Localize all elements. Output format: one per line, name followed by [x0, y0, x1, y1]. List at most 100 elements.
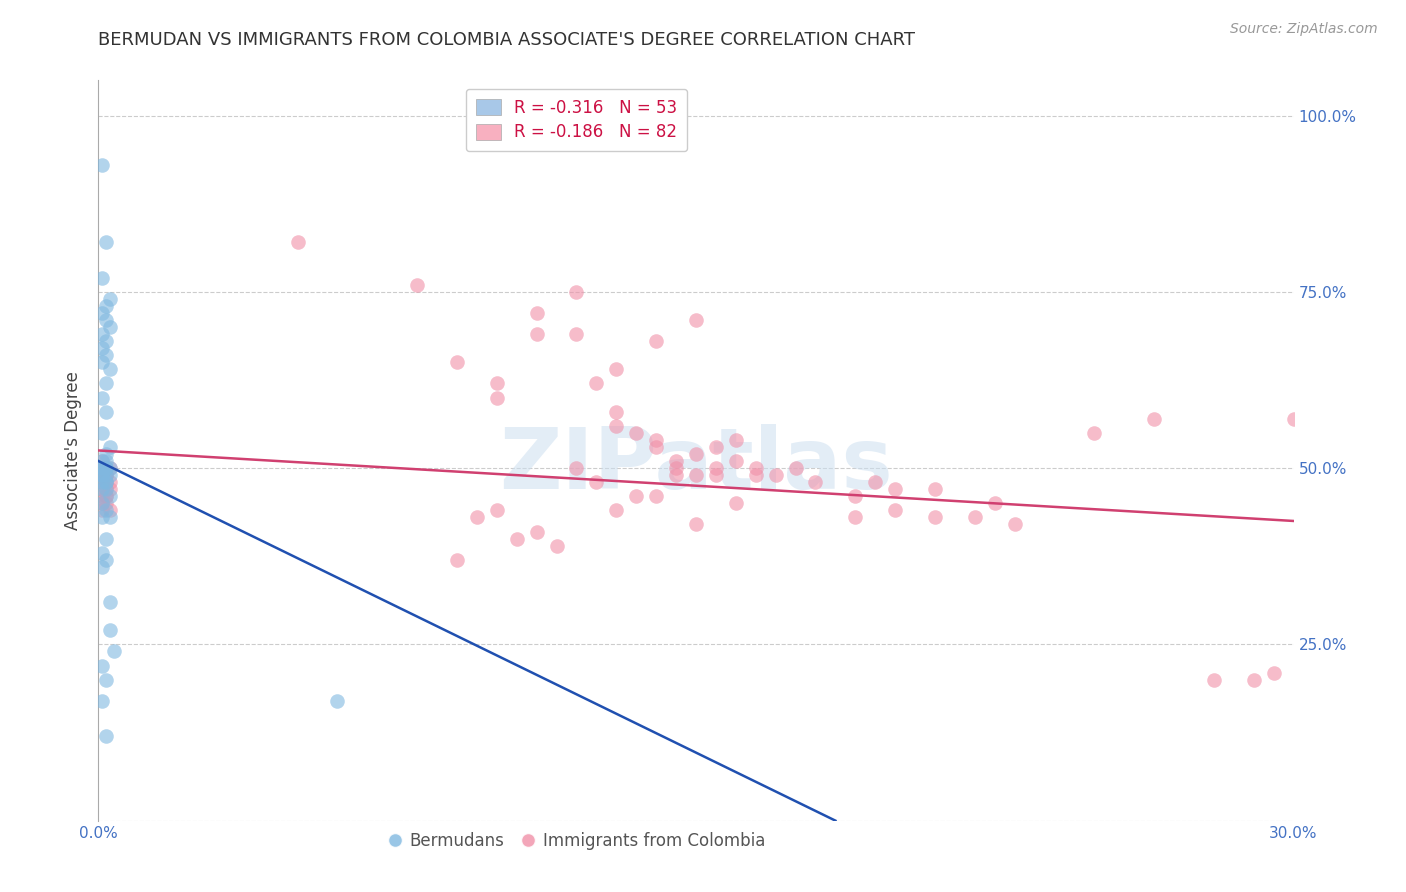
Point [565, 461, 588, 475]
Point [91, 468, 114, 483]
Point [485, 503, 508, 517]
Point [1263, 665, 1285, 680]
Point [526, 327, 548, 342]
Point [91, 496, 114, 510]
Point [96, 482, 118, 496]
Point [96, 468, 118, 483]
Point [91, 270, 114, 285]
Point [844, 510, 866, 524]
Point [565, 327, 588, 342]
Point [963, 510, 986, 524]
Point [91, 327, 114, 342]
Legend: Bermudans, Immigrants from Colombia: Bermudans, Immigrants from Colombia [381, 825, 772, 856]
Point [96, 461, 118, 475]
Point [526, 524, 548, 539]
Point [685, 447, 707, 461]
Point [91, 461, 114, 475]
Point [605, 503, 627, 517]
Point [446, 355, 468, 369]
Point [103, 644, 125, 658]
Point [96, 532, 118, 546]
Point [645, 440, 668, 454]
Point [565, 285, 588, 299]
Point [1243, 673, 1265, 687]
Point [844, 489, 866, 503]
Point [446, 553, 468, 567]
Point [96, 482, 118, 496]
Point [96, 461, 118, 475]
Point [924, 510, 946, 524]
Point [96, 313, 118, 327]
Point [91, 475, 114, 490]
Point [98, 510, 122, 524]
Point [96, 503, 118, 517]
Point [91, 468, 114, 483]
Point [326, 694, 349, 708]
Point [96, 454, 118, 468]
Point [98, 503, 122, 517]
Point [96, 475, 118, 490]
Point [665, 461, 688, 475]
Point [924, 482, 946, 496]
Point [96, 553, 118, 567]
Point [91, 559, 114, 574]
Point [485, 376, 508, 391]
Point [91, 454, 114, 468]
Point [96, 475, 118, 490]
Point [724, 496, 747, 510]
Point [98, 482, 122, 496]
Point [96, 447, 118, 461]
Point [91, 658, 114, 673]
Point [98, 320, 122, 334]
Y-axis label: Associate's Degree: Associate's Degree [65, 371, 83, 530]
Point [91, 454, 114, 468]
Point [96, 405, 118, 419]
Point [91, 475, 114, 490]
Point [91, 482, 114, 496]
Point [704, 468, 727, 483]
Point [91, 461, 114, 475]
Point [724, 454, 747, 468]
Point [98, 468, 122, 483]
Point [96, 496, 118, 510]
Point [884, 482, 907, 496]
Point [645, 433, 668, 447]
Point [704, 440, 727, 454]
Point [91, 510, 114, 524]
Point [1004, 517, 1026, 532]
Point [685, 517, 707, 532]
Text: Source: ZipAtlas.com: Source: ZipAtlas.com [1230, 22, 1378, 37]
Point [98, 489, 122, 503]
Point [465, 510, 488, 524]
Point [1282, 411, 1305, 425]
Point [96, 334, 118, 348]
Point [98, 461, 122, 475]
Point [645, 489, 668, 503]
Point [765, 468, 787, 483]
Point [96, 376, 118, 391]
Point [506, 532, 529, 546]
Point [96, 461, 118, 475]
Point [605, 405, 627, 419]
Point [685, 468, 707, 483]
Point [91, 503, 114, 517]
Point [724, 433, 747, 447]
Point [984, 496, 1007, 510]
Point [98, 440, 122, 454]
Point [91, 391, 114, 405]
Point [665, 468, 688, 483]
Point [626, 489, 648, 503]
Point [665, 454, 688, 468]
Point [98, 362, 122, 376]
Point [91, 158, 114, 172]
Text: ZIPatlas: ZIPatlas [499, 424, 893, 507]
Point [546, 539, 568, 553]
Point [91, 355, 114, 369]
Point [585, 475, 607, 490]
Point [91, 425, 114, 440]
Point [626, 425, 648, 440]
Point [96, 729, 118, 743]
Point [1083, 425, 1105, 440]
Point [98, 461, 122, 475]
Point [91, 546, 114, 560]
